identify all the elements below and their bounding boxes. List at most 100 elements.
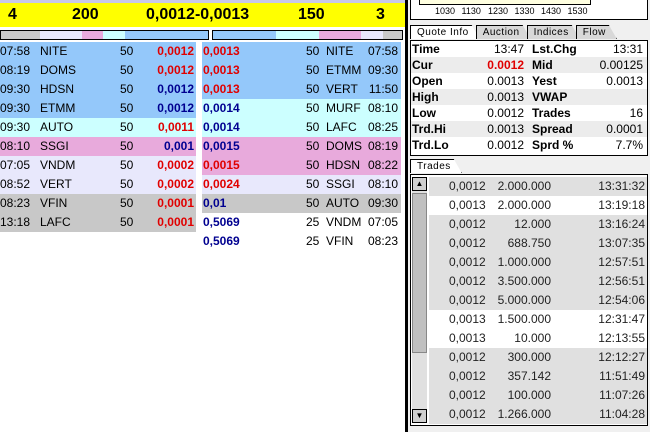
quote-label: Lst.Chg — [532, 42, 577, 56]
quote-label: VWAP — [532, 90, 568, 104]
bid-size: 50 — [120, 120, 134, 134]
bid-row[interactable]: 09:30 HDSN 50 0,0012 — [0, 80, 196, 99]
ask-row[interactable]: 0,0015 50 HDSN 08:22 — [202, 156, 401, 175]
ask-size: 50 — [306, 177, 320, 191]
trade-quantity: 357.142 — [507, 369, 551, 383]
bid-size: 50 — [120, 82, 134, 96]
tab-indices[interactable]: Indices — [527, 25, 580, 39]
ask-size: 50 — [306, 120, 320, 134]
bid-row[interactable]: 13:18 LAFC 50 0,0001 — [0, 213, 196, 232]
trade-row[interactable]: 0,0013 1.500.000 12:31:47 — [429, 310, 647, 329]
trade-price: 0,0012 — [449, 274, 486, 288]
trade-time: 12:57:51 — [598, 255, 645, 269]
quote-label: Cur — [412, 58, 433, 72]
bid-time: 09:30 — [0, 101, 31, 115]
trade-row[interactable]: 0,0012 100.000 11:07:26 — [429, 386, 647, 405]
ask-price: 0,0014 — [203, 120, 240, 134]
ask-price: 0,0014 — [203, 101, 240, 115]
tab-auction[interactable]: Auction — [476, 25, 531, 39]
tab-flow[interactable]: Flow — [576, 25, 617, 39]
bid-time: 08:23 — [0, 196, 31, 210]
quote-value: 7.7% — [615, 138, 643, 152]
trade-row[interactable]: 0,0012 1.266.000 11:04:28 — [429, 405, 647, 424]
bid-market-maker: SSGI — [40, 139, 69, 153]
trade-quantity: 12.000 — [514, 217, 551, 231]
bid-row[interactable]: 08:23 VFIN 50 0,0001 — [0, 194, 196, 213]
ask-row[interactable]: 0,0014 50 MURF 08:10 — [202, 99, 401, 118]
bid-row[interactable]: 09:30 AUTO 50 0,0011 — [0, 118, 196, 137]
quote-label: Mid — [532, 58, 553, 72]
ask-market-maker: VERT — [326, 82, 358, 96]
trade-row[interactable]: 0,0013 10.000 12:13:55 — [429, 329, 647, 348]
quote-label: High — [412, 90, 439, 104]
chart-tick-label: 1430 — [541, 6, 562, 16]
chart-tick-label: 1030 — [435, 6, 456, 16]
trade-quantity: 688.750 — [507, 236, 551, 250]
chart-tick-label: 1230 — [488, 6, 509, 16]
trade-price: 0,0012 — [449, 217, 486, 231]
trade-row[interactable]: 0,0012 2.000.000 13:31:32 — [429, 177, 647, 196]
quote-value: 0.0013 — [606, 74, 643, 88]
ask-size: 25 — [306, 215, 320, 229]
trade-row[interactable]: 0,0013 2.000.000 13:19:18 — [429, 196, 647, 215]
tab-trades[interactable]: Trades — [410, 159, 462, 173]
ask-price: 0,0013 — [203, 44, 240, 58]
ask-size: 150 — [298, 6, 325, 23]
quote-row: High 0.0013 VWAP — [411, 89, 647, 105]
ask-row[interactable]: 0,5069 25 VNDM 07:05 — [202, 213, 401, 232]
intraday-chart: 1030 1130 1230 1330 1430 1530 — [410, 0, 648, 20]
trade-row[interactable]: 0,0012 300.000 12:12:27 — [429, 348, 647, 367]
ask-row[interactable]: 0,0013 50 VERT 11:50 — [202, 80, 401, 99]
quote-value: 0.00125 — [599, 58, 643, 72]
scroll-down-icon[interactable]: ▼ — [412, 409, 427, 423]
bid-row[interactable]: 08:10 SSGI 50 0,001 — [0, 137, 196, 156]
bid-size: 50 — [120, 63, 134, 77]
bid-row[interactable]: 08:52 VERT 50 0,0002 — [0, 175, 196, 194]
bid-row[interactable]: 09:30 ETMM 50 0,0012 — [0, 99, 196, 118]
trade-row[interactable]: 0,0012 1.000.000 12:57:51 — [429, 253, 647, 272]
quote-label: Sprd % — [532, 138, 574, 152]
quote-value: 13:31 — [612, 42, 643, 56]
quote-value: 0.0001 — [606, 122, 643, 136]
ask-row[interactable]: 0,01 50 AUTO 09:30 — [202, 194, 401, 213]
bid-row[interactable]: 08:19 DOMS 50 0,0012 — [0, 61, 196, 80]
trade-quantity: 300.000 — [507, 350, 551, 364]
ask-time: 07:05 — [367, 215, 398, 229]
tab-quote-info[interactable]: Quote Info — [410, 25, 480, 39]
ask-price: 0,0024 — [203, 177, 240, 191]
ask-price: 0,0015 — [203, 139, 240, 153]
ask-row[interactable]: 0,0014 50 LAFC 08:25 — [202, 118, 401, 137]
trade-time: 12:13:55 — [598, 331, 645, 345]
ask-market-maker: VFIN — [326, 234, 354, 248]
ask-row[interactable]: 0,0015 50 DOMS 08:19 — [202, 137, 401, 156]
bid-row[interactable]: 07:58 NITE 50 0,0012 — [0, 42, 196, 61]
ask-row[interactable]: 0,0013 50 ETMM 09:30 — [202, 61, 401, 80]
bid-price: 0,0012 — [157, 101, 194, 115]
ask-price: 0,5069 — [203, 234, 240, 248]
ask-row[interactable]: 0,5069 25 VFIN 08:23 — [202, 232, 401, 251]
trade-quantity: 2.000.000 — [497, 179, 551, 193]
trade-row[interactable]: 0,0012 357.142 11:51:49 — [429, 367, 647, 386]
trade-row[interactable]: 0,0012 3.500.000 12:56:51 — [429, 272, 647, 291]
scroll-up-icon[interactable]: ▲ — [412, 177, 427, 191]
trade-row[interactable]: 0,0012 688.750 13:07:35 — [429, 234, 647, 253]
trade-price: 0,0013 — [449, 198, 486, 212]
ask-time: 08:22 — [367, 158, 398, 172]
trade-row[interactable]: 0,0012 5.000.000 12:54:06 — [429, 291, 647, 310]
trades-scrollbar[interactable]: ▲ ▼ — [412, 177, 427, 423]
ask-price: 0,01 — [203, 196, 227, 210]
bid-time: 07:58 — [0, 44, 31, 58]
bid-row[interactable]: 07:05 VNDM 50 0,0002 — [0, 156, 196, 175]
quote-value: 0.0013 — [487, 90, 524, 104]
scroll-thumb[interactable] — [412, 193, 427, 353]
trades-tabs: Trades — [410, 159, 458, 173]
quote-row: Low 0.0012 Trades 16 — [411, 105, 647, 121]
panel-divider[interactable] — [405, 0, 408, 432]
level2-panel: 4 200 0,0012-0,0013 150 3 07:58 NITE 50 0,0… — [0, 0, 405, 251]
trade-row[interactable]: 0,0012 12.000 13:16:24 — [429, 215, 647, 234]
bid-time: 09:30 — [0, 82, 31, 96]
trade-time: 13:31:32 — [598, 179, 645, 193]
ask-row[interactable]: 0,0013 50 NITE 07:58 — [202, 42, 401, 61]
ask-row[interactable]: 0,0024 50 SSGI 08:10 — [202, 175, 401, 194]
ask-book: 0,0013 50 NITE 07:58 0,0013 50 ETMM 09:30 0,0013… — [202, 42, 401, 251]
